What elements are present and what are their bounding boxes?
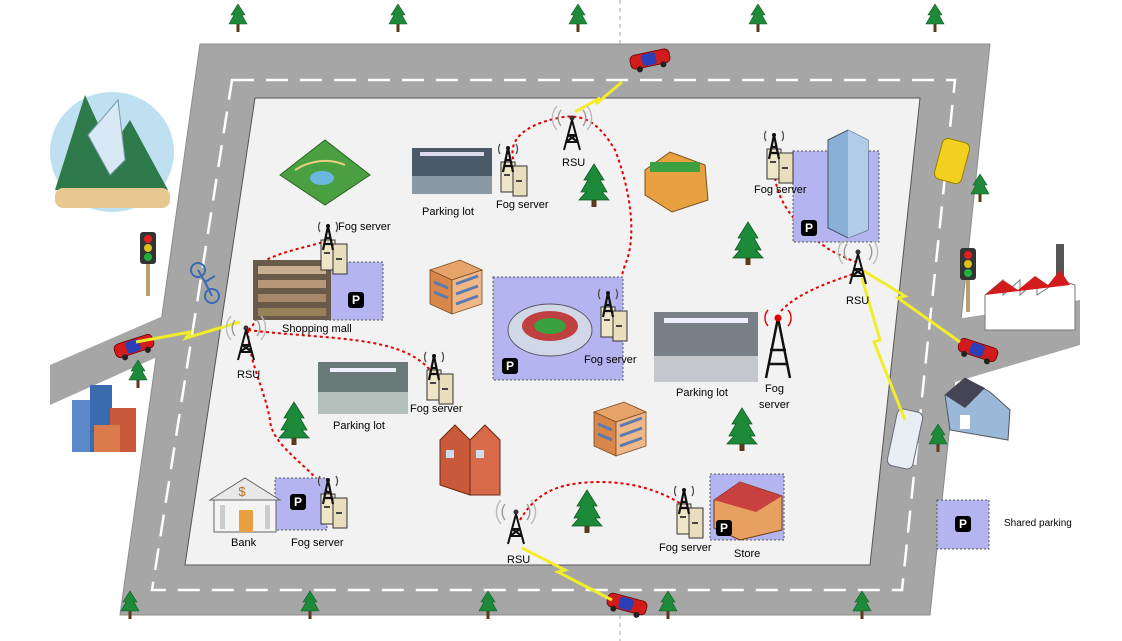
- parking-badge-icon: P: [290, 494, 306, 510]
- parking-lot-image: [318, 362, 408, 414]
- fog-server-label: Fog server: [754, 184, 807, 196]
- store-label: Store: [734, 548, 760, 560]
- wireless-links: [135, 80, 961, 602]
- bicycle-icon: [190, 262, 220, 304]
- apartment-building-icon: [428, 258, 484, 316]
- city-skyline: [72, 385, 136, 452]
- fog-server-label: Fog server: [291, 537, 344, 549]
- traffic-light-icon: [140, 232, 156, 296]
- tree-icon: [228, 3, 248, 33]
- gas-station-icon: [644, 151, 709, 213]
- parking-badge-icon: P: [716, 520, 732, 536]
- svg-text:P: P: [294, 495, 302, 509]
- bank-icon: [208, 477, 282, 533]
- fog-server-label-top: Fog: [765, 383, 784, 395]
- fog-server-label: Fog server: [659, 542, 712, 554]
- rsu-label: RSU: [562, 157, 585, 169]
- tree-icon: [568, 3, 588, 33]
- bank-label: Bank: [231, 537, 257, 549]
- rsu-label: RSU: [237, 369, 260, 381]
- legend: P Shared parking: [936, 499, 1072, 550]
- townhouses-icon: [439, 424, 501, 496]
- svg-text:P: P: [506, 359, 514, 373]
- shopping-mall-image: [253, 260, 331, 320]
- shopping-mall-label: Shopping mall: [282, 323, 352, 335]
- tree-icon: [748, 3, 768, 33]
- dollar-sign: $: [238, 484, 246, 499]
- house: [944, 377, 1011, 441]
- fog-server-label: Fog server: [338, 221, 391, 233]
- parking-badge-icon: P: [955, 516, 971, 532]
- stadium-icon: [507, 303, 593, 357]
- parking-lot-label: Parking lot: [333, 420, 385, 432]
- factory: [984, 244, 1076, 331]
- svg-text:P: P: [959, 517, 967, 531]
- parking-lot-image: [412, 148, 492, 194]
- rsu-label: RSU: [507, 554, 530, 566]
- parking-badge-icon: P: [801, 220, 817, 236]
- labels: Fog server Parking lot Fog server RSU Fo…: [231, 157, 869, 566]
- tree-icon: [925, 3, 945, 33]
- bus-icon: [886, 408, 924, 470]
- parking-lot-label: Parking lot: [422, 206, 474, 218]
- parking-lot-image: [654, 312, 758, 382]
- fog-server-label: Fog server: [410, 403, 463, 415]
- parking-badge-icon: P: [348, 292, 364, 308]
- park-icon: [279, 139, 371, 206]
- parking-lot-label: Parking lot: [676, 387, 728, 399]
- skyscraper-icon: [827, 129, 869, 239]
- mountain-landscape: [50, 92, 174, 212]
- fog-server-label: Fog server: [584, 354, 637, 366]
- parking-badges: P P P P P: [290, 220, 817, 536]
- rsu-label: RSU: [846, 295, 869, 307]
- svg-text:P: P: [720, 521, 728, 535]
- taxi-icon: [933, 137, 971, 185]
- svg-text:P: P: [805, 221, 813, 235]
- svg-text:P: P: [352, 293, 360, 307]
- fog-server-tower-icon: [764, 309, 792, 379]
- building-icon: [592, 400, 648, 458]
- legend-label: Shared parking: [1004, 518, 1072, 529]
- tree-icon: [388, 3, 408, 33]
- fog-server-label: Fog server: [496, 199, 549, 211]
- fog-server-label-bottom: server: [759, 399, 790, 411]
- parking-badge-icon: P: [502, 358, 518, 374]
